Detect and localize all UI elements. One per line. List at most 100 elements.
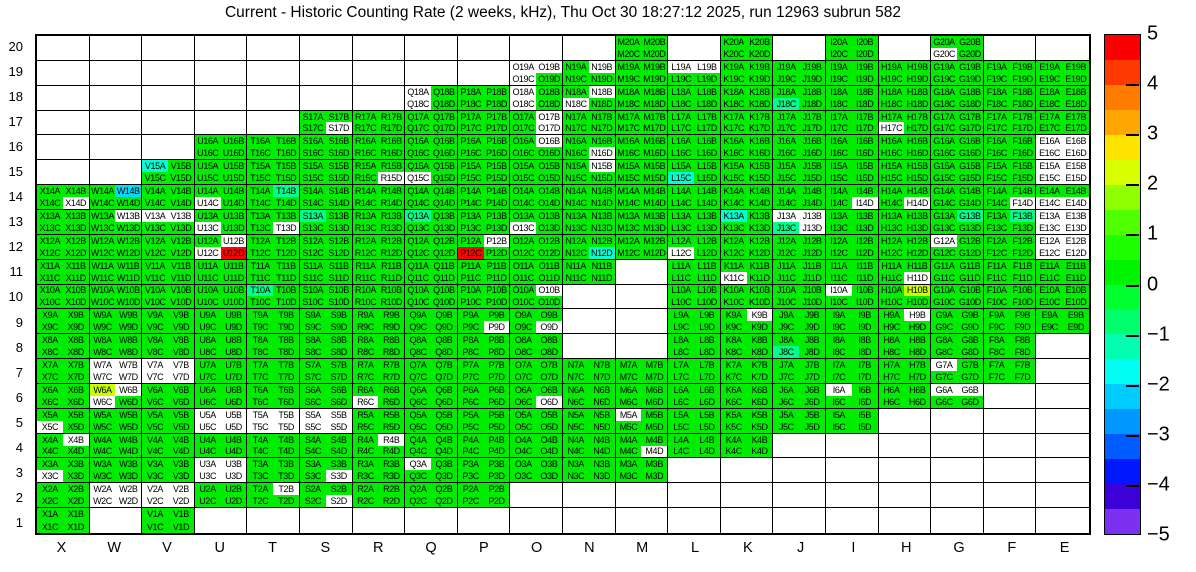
channel-I5C: I5C xyxy=(825,420,852,433)
colorbar-tick-mark-−3 xyxy=(1126,434,1139,437)
grid-cell-Q4: Q4A Q4B Q4C Q4D xyxy=(405,433,458,459)
channel-H16C: H16C xyxy=(878,147,905,160)
channel-M7A: M7A xyxy=(615,359,642,371)
grid-cell-X19 xyxy=(37,60,90,86)
channel-W10C: W10C xyxy=(89,296,116,309)
channel-S16B: S16B xyxy=(325,135,352,148)
x-axis-label-F: F xyxy=(1007,540,1017,556)
channel-F13D: F13D xyxy=(1009,221,1036,234)
channel-S17A: S17A xyxy=(299,110,326,123)
channel-W4D: W4D xyxy=(115,445,142,458)
channel-E16A: E16A xyxy=(1036,135,1063,148)
channel-L18A: L18A xyxy=(668,85,694,98)
channel-H7A: H7A xyxy=(878,359,905,371)
channel-S14A: S14A xyxy=(299,185,326,198)
channel-F19D: F19D xyxy=(1009,72,1036,85)
channel-K5B: K5B xyxy=(746,408,773,421)
grid-cell-I4 xyxy=(825,433,879,459)
grid-cell-S20 xyxy=(299,36,353,61)
channel-J8C: J8C xyxy=(773,346,800,359)
channel-O8A: O8A xyxy=(510,334,537,347)
channel-P17C: P17C xyxy=(457,122,484,135)
x-axis-label-O: O xyxy=(530,540,543,556)
channel-Q2B: Q2B xyxy=(430,483,457,496)
grid-cell-V18 xyxy=(142,85,195,111)
grid-cell-Q2: Q2A Q2B Q2C Q2D xyxy=(405,483,458,509)
channel-R11D: R11D xyxy=(378,271,405,284)
channel-T2B: T2B xyxy=(273,483,299,496)
grid-cell-W6: W6A W6B W6C W6D xyxy=(89,383,143,409)
channel-T16A: T16A xyxy=(247,135,274,148)
channel-W5C: W5C xyxy=(89,420,116,433)
channel-M12C: M12C xyxy=(615,246,642,259)
grid-cell-X17 xyxy=(37,110,90,136)
grid-cell-L1 xyxy=(668,508,721,533)
channel-K10D: K10D xyxy=(746,296,773,309)
channel-I5B: I5B xyxy=(851,408,878,421)
channel-W12B: W12B xyxy=(115,234,142,247)
channel-W6B: W6B xyxy=(115,383,142,396)
channel-U12D: U12D xyxy=(220,246,247,259)
channel-Q4D: Q4D xyxy=(430,445,457,458)
channel-H6B: H6B xyxy=(904,383,931,396)
grid-cell-X4: X4A X4B X4C X4D xyxy=(37,433,90,459)
channel-J18C: J18C xyxy=(773,97,800,110)
channel-L11B: L11B xyxy=(693,259,720,272)
channel-V2B: V2B xyxy=(167,483,194,496)
channel-K6C: K6C xyxy=(720,395,747,408)
grid-cell-V9: V9A V9B V9C V9D xyxy=(142,309,195,335)
channel-S5A: S5A xyxy=(299,408,326,421)
channel-V1B: V1B xyxy=(167,508,194,521)
channel-E12C: E12C xyxy=(1036,246,1063,259)
channel-I8C: I8C xyxy=(825,346,852,359)
channel-U7D: U7D xyxy=(220,370,247,383)
grid-cell-M15: M15A M15B M15C M15D xyxy=(615,160,669,186)
y-axis-label-14: 14 xyxy=(8,189,23,205)
channel-K9B: K9B xyxy=(746,309,773,322)
channel-J11B: J11B xyxy=(799,259,825,272)
channel-R8B: R8B xyxy=(378,334,405,347)
grid-cell-R2: R2A R2B R2C R2D xyxy=(352,483,406,509)
channel-U11A: U11A xyxy=(194,259,221,272)
channel-G17B: G17B xyxy=(956,110,983,123)
channel-W9B: W9B xyxy=(115,309,142,322)
channel-Q16A: Q16A xyxy=(405,135,431,148)
channel-I6C: I6C xyxy=(825,395,852,408)
channel-I9C: I9C xyxy=(825,321,852,334)
channel-K17A: K17A xyxy=(720,110,747,123)
channel-P6D: P6D xyxy=(483,395,510,408)
grid-cell-M19: M19A M19B M19C M19D xyxy=(615,60,669,86)
channel-Q11B: Q11B xyxy=(430,259,457,272)
channel-R2D: R2D xyxy=(378,495,405,508)
colorbar-band-13 xyxy=(1105,359,1140,385)
channel-U5B: U5B xyxy=(220,408,247,421)
channel-O19C: O19C xyxy=(510,72,537,85)
channel-H19A: H19A xyxy=(878,60,905,73)
channel-H13D: H13D xyxy=(904,221,931,234)
channel-M15B: M15B xyxy=(641,160,668,173)
grid-cell-M2 xyxy=(615,483,669,509)
grid-cell-L4: L4A L4B L4C L4D xyxy=(668,433,721,459)
channel-F12D: F12D xyxy=(1009,246,1036,259)
channel-N16B: N16B xyxy=(588,135,615,148)
channel-U7C: U7C xyxy=(194,370,221,383)
channel-F12B: F12B xyxy=(1009,234,1036,247)
channel-R4C: R4C xyxy=(352,445,379,458)
grid-cell-X11: X11A X11B X11C X11D xyxy=(37,259,90,285)
grid-cell-H10: H10A H10B H10C H10D xyxy=(878,284,932,310)
grid-cell-T9: T9A T9B T9C T9D xyxy=(247,309,300,335)
grid-cell-X14: X14A X14B X14C X14D xyxy=(37,185,90,210)
channel-Q11D: Q11D xyxy=(430,271,457,284)
channel-F15C: F15C xyxy=(983,172,1010,185)
channel-L6B: L6B xyxy=(693,383,720,396)
channel-S15A: S15A xyxy=(299,160,326,173)
grid-cell-L9: L9A L9B L9C L9D xyxy=(668,309,721,335)
channel-G7D: G7D xyxy=(956,370,983,383)
grid-cell-P8: P8A P8B P8C P8D xyxy=(457,334,511,360)
channel-I16B: I16B xyxy=(851,135,878,148)
channel-P18B: P18B xyxy=(483,85,510,98)
channel-F7A: F7A xyxy=(983,359,1010,371)
channel-O18B: O18B xyxy=(536,85,562,98)
channel-T4D: T4D xyxy=(273,445,299,458)
channel-I19C: I19C xyxy=(825,72,852,85)
